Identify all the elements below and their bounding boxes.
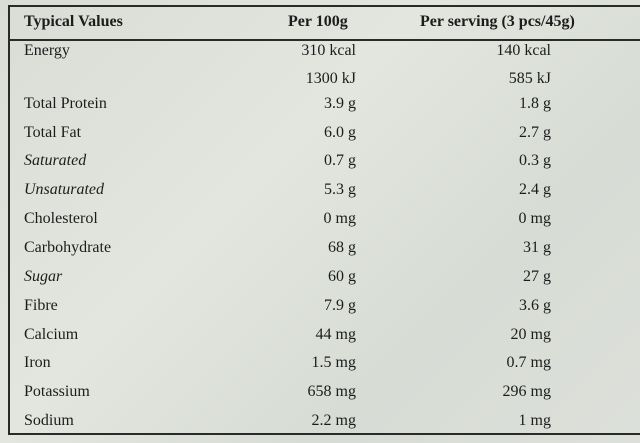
value-per-serving: 296 mg xyxy=(502,383,551,400)
table-row: Energy 310 kcal 140 kcal xyxy=(10,42,640,70)
value-per-serving: 140 kcal xyxy=(496,42,551,59)
header-per-serving: Per serving (3 pcs/45g) xyxy=(420,13,575,30)
nutrient-label: Sugar xyxy=(24,268,63,285)
table-row: Carbohydrate 68 g 31 g xyxy=(10,239,640,267)
table-row: Sodium 2.2 mg 1 mg xyxy=(10,412,640,440)
value-per-serving: 3.6 g xyxy=(519,297,551,314)
table-row: Iron 1.5 mg 0.7 mg xyxy=(10,354,640,382)
table-row: 1300 kJ 585 kJ xyxy=(10,70,640,98)
nutrient-label: Sodium xyxy=(24,412,74,429)
value-per-serving: 0 mg xyxy=(518,210,551,227)
value-per-100g: 60 g xyxy=(328,268,356,285)
table-row: Potassium 658 mg 296 mg xyxy=(10,383,640,411)
table-row: Saturated 0.7 g 0.3 g xyxy=(10,152,640,180)
table-row: Total Fat 6.0 g 2.7 g xyxy=(10,124,640,152)
value-per-100g: 68 g xyxy=(328,239,356,256)
nutrient-label: Carbohydrate xyxy=(24,239,112,256)
value-per-100g: 0 mg xyxy=(323,210,356,227)
nutrient-label: Saturated xyxy=(24,152,87,169)
nutrient-label: Potassium xyxy=(24,383,90,400)
value-per-100g: 310 kcal xyxy=(301,42,356,59)
value-per-serving: 585 kJ xyxy=(508,70,551,87)
table-row: Cholesterol 0 mg 0 mg xyxy=(10,210,640,238)
value-per-100g: 44 mg xyxy=(315,326,356,343)
table-row: Fibre 7.9 g 3.6 g xyxy=(10,297,640,325)
value-per-100g: 658 mg xyxy=(307,383,356,400)
nutrient-label: Fibre xyxy=(24,297,58,314)
table-row: Unsaturated 5.3 g 2.4 g xyxy=(10,181,640,209)
nutrition-table: Typical Values Per 100g Per serving (3 p… xyxy=(8,5,640,435)
value-per-100g: 7.9 g xyxy=(324,297,356,314)
nutrient-label: Total Fat xyxy=(24,124,82,141)
nutrient-label: Total Protein xyxy=(24,95,107,112)
header-typical-values: Typical Values xyxy=(24,13,123,30)
value-per-100g: 1300 kJ xyxy=(305,70,356,87)
nutrient-label: Energy xyxy=(24,42,70,59)
value-per-100g: 3.9 g xyxy=(324,95,356,112)
table-row: Total Protein 3.9 g 1.8 g xyxy=(10,95,640,123)
value-per-100g: 1.5 mg xyxy=(311,354,356,371)
value-per-serving: 31 g xyxy=(523,239,551,256)
table-row: Calcium 44 mg 20 mg xyxy=(10,326,640,354)
value-per-serving: 2.4 g xyxy=(519,181,551,198)
nutrient-label: Iron xyxy=(24,354,51,371)
value-per-100g: 0.7 g xyxy=(324,152,356,169)
value-per-serving: 1.8 g xyxy=(519,95,551,112)
table-header: Typical Values Per 100g Per serving (3 p… xyxy=(10,7,640,41)
value-per-100g: 5.3 g xyxy=(324,181,356,198)
nutrient-label: Cholesterol xyxy=(24,210,98,227)
value-per-serving: 0.7 mg xyxy=(506,354,551,371)
table-row: Sugar 60 g 27 g xyxy=(10,268,640,296)
value-per-serving: 1 mg xyxy=(518,412,551,429)
value-per-100g: 6.0 g xyxy=(324,124,356,141)
value-per-serving: 20 mg xyxy=(510,326,551,343)
nutrient-label: Unsaturated xyxy=(24,181,104,198)
value-per-100g: 2.2 mg xyxy=(311,412,356,429)
nutrient-label: Calcium xyxy=(24,326,79,343)
value-per-serving: 0.3 g xyxy=(519,152,551,169)
value-per-serving: 27 g xyxy=(523,268,551,285)
header-per-100g: Per 100g xyxy=(288,13,348,30)
value-per-serving: 2.7 g xyxy=(519,124,551,141)
